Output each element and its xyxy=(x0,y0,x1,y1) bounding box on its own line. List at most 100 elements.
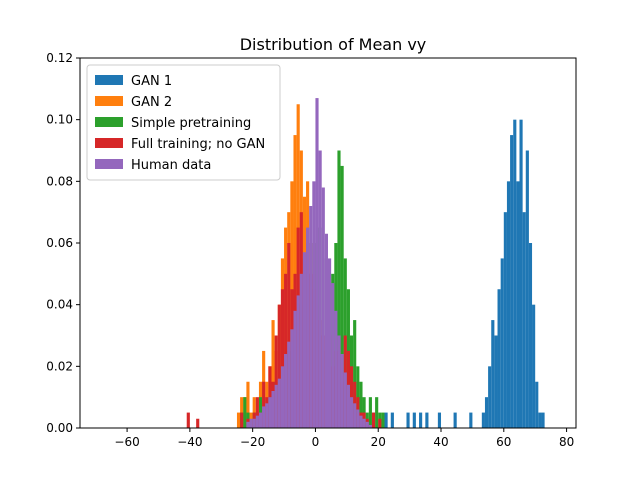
histogram-bar xyxy=(484,397,489,428)
histogram-bar xyxy=(516,181,520,428)
histogram-bar xyxy=(453,412,457,428)
histogram-bar xyxy=(349,366,354,428)
histogram-bar xyxy=(255,415,259,428)
histogram-bar xyxy=(274,384,278,428)
legend-swatch xyxy=(95,138,123,148)
histogram-bar xyxy=(362,418,366,428)
x-tick-label: 0 xyxy=(312,435,320,449)
histogram-bar xyxy=(340,354,344,428)
histogram-bar xyxy=(371,412,376,428)
histogram-bar xyxy=(359,381,363,428)
histogram-bar xyxy=(262,381,266,428)
legend-swatch xyxy=(95,96,123,106)
histogram-bar xyxy=(265,403,269,428)
histogram-bar xyxy=(510,135,514,428)
histogram-bar xyxy=(318,150,322,428)
histogram-bar xyxy=(494,335,498,428)
y-tick-label: 0.00 xyxy=(46,421,73,435)
x-tick-label: 20 xyxy=(371,435,386,449)
x-axis: −60 −40 −20 0 20 40 60 80 xyxy=(114,428,574,449)
histogram-bar xyxy=(500,258,504,428)
histogram-bar xyxy=(268,397,272,428)
histogram-bar xyxy=(491,320,495,428)
legend-label: GAN 1 xyxy=(131,74,172,89)
y-tick-label: 0.08 xyxy=(46,174,73,188)
histogram-bar xyxy=(406,412,410,428)
histogram-bar xyxy=(302,252,307,428)
histogram-bar xyxy=(236,412,241,428)
histogram-bar xyxy=(290,329,294,428)
bars-layer xyxy=(186,98,545,429)
histogram-bar xyxy=(240,412,244,428)
histogram-bar xyxy=(271,391,275,428)
histogram-bar xyxy=(299,273,303,428)
histogram-bar xyxy=(349,397,354,428)
y-axis: 0.00 0.02 0.04 0.06 0.08 0.10 0.12 xyxy=(46,51,80,435)
legend-label: Full training; no GAN xyxy=(131,137,265,152)
histogram-bar xyxy=(532,304,536,428)
y-tick-label: 0.06 xyxy=(46,236,73,250)
histogram-bar xyxy=(280,366,285,428)
histogram-bar xyxy=(334,310,338,428)
histogram-bar xyxy=(246,421,250,428)
histogram-bar xyxy=(481,412,485,428)
histogram-bar xyxy=(274,335,278,428)
legend: GAN 1 GAN 2 Simple pretraining Full trainin… xyxy=(86,64,281,181)
y-tick-label: 0.02 xyxy=(46,359,73,373)
series-4-bars xyxy=(246,98,372,428)
histogram-bar xyxy=(425,412,429,428)
histogram-bar xyxy=(541,412,545,428)
histogram-bar xyxy=(262,406,266,428)
y-tick-label: 0.10 xyxy=(46,113,73,127)
histogram-bar xyxy=(258,412,263,428)
legend-swatch xyxy=(95,159,123,169)
histogram-bar xyxy=(331,283,335,428)
series-0-bars xyxy=(384,119,545,429)
histogram-bar xyxy=(353,403,357,428)
histogram-bar xyxy=(271,320,275,428)
histogram-bar xyxy=(324,233,328,428)
histogram-bar xyxy=(255,397,259,428)
histogram-bar xyxy=(522,212,526,428)
legend-box xyxy=(86,64,281,181)
x-tick-label: −20 xyxy=(240,435,265,449)
legend-swatch xyxy=(95,75,123,85)
x-tick-label: 80 xyxy=(559,435,574,449)
x-tick-label: 60 xyxy=(496,435,511,449)
histogram-bar xyxy=(497,289,501,428)
histogram-bar xyxy=(488,366,492,428)
legend-swatch xyxy=(95,117,123,127)
histogram-bar xyxy=(359,415,363,428)
histogram-bar xyxy=(538,412,542,428)
histogram-bar xyxy=(268,366,272,428)
histogram-bar xyxy=(365,421,369,428)
histogram-bar xyxy=(419,412,423,428)
histogram-bar xyxy=(243,397,247,428)
histogram-bar xyxy=(503,212,507,428)
histogram-bar xyxy=(312,181,316,428)
histogram-bar xyxy=(506,181,511,428)
histogram-bar xyxy=(337,150,341,428)
x-tick-label: 40 xyxy=(433,435,448,449)
histogram-bar xyxy=(528,243,533,428)
histogram-bar xyxy=(287,341,291,428)
histogram-bar xyxy=(356,409,360,428)
histogram-bar xyxy=(296,295,300,428)
histogram-bar xyxy=(277,304,281,428)
histogram-bar xyxy=(196,418,200,428)
x-tick-label: −60 xyxy=(114,435,139,449)
histogram-bar xyxy=(186,412,190,428)
histogram-bar xyxy=(353,320,357,428)
histogram-bar xyxy=(306,227,310,428)
histogram-bar xyxy=(343,372,347,428)
histogram-bar xyxy=(378,418,382,428)
histogram-bar xyxy=(287,243,291,428)
legend-label: GAN 2 xyxy=(131,95,172,110)
histogram-bar xyxy=(315,98,319,428)
histogram-bar xyxy=(246,381,250,428)
histogram-bar xyxy=(412,412,416,428)
histogram-bar xyxy=(390,412,394,428)
histogram-bar xyxy=(337,335,341,428)
histogram-bar xyxy=(252,418,256,428)
